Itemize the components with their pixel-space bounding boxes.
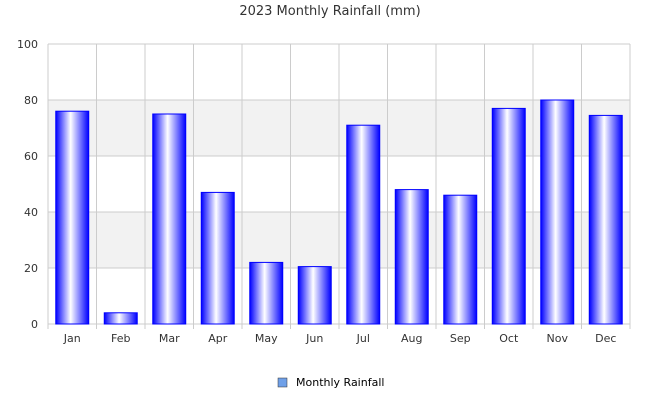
x-tick-label: Jan (63, 332, 81, 345)
bar-aug (394, 189, 429, 325)
x-tick-label: May (255, 332, 278, 345)
bar-jun (297, 266, 332, 325)
bar-apr (200, 191, 235, 325)
x-tick-label: Mar (159, 332, 180, 345)
y-tick-label: 100 (17, 38, 38, 51)
bar-sep (443, 194, 478, 325)
x-tick-label: Feb (111, 332, 130, 345)
y-tick-label: 0 (31, 318, 38, 331)
bar-may (249, 261, 284, 325)
bar-nov (540, 99, 575, 325)
bar-jan (55, 110, 90, 325)
x-tick-label: Jul (356, 332, 370, 345)
x-tick-label: Apr (208, 332, 228, 345)
y-tick-label: 60 (24, 150, 38, 163)
bar-oct (491, 107, 526, 325)
x-tick-label: Sep (450, 332, 471, 345)
y-axis-ticks: 0 20 40 60 80 100 (17, 38, 38, 331)
y-tick-label: 40 (24, 206, 38, 219)
bar-dec (588, 114, 623, 325)
x-tick-label: Aug (401, 332, 422, 345)
grid-lines (47, 43, 631, 329)
bar-mar (152, 113, 187, 325)
x-tick-label: Nov (547, 332, 569, 345)
x-tick-label: Jun (305, 332, 323, 345)
y-tick-label: 20 (24, 262, 38, 275)
x-tick-label: Oct (499, 332, 519, 345)
x-tick-label: Dec (595, 332, 616, 345)
y-tick-label: 80 (24, 94, 38, 107)
legend-swatch (277, 377, 288, 388)
legend-label: Monthly Rainfall (296, 376, 384, 389)
chart-title: 2023 Monthly Rainfall (mm) (239, 4, 420, 19)
x-axis-ticks: Jan Feb Mar Apr May Jun Jul Aug Sep Oct Nov Dec (63, 332, 617, 345)
bar-feb (103, 312, 138, 325)
legend: Monthly Rainfall (277, 376, 384, 389)
bars (55, 99, 623, 325)
bar-jul (346, 124, 381, 325)
